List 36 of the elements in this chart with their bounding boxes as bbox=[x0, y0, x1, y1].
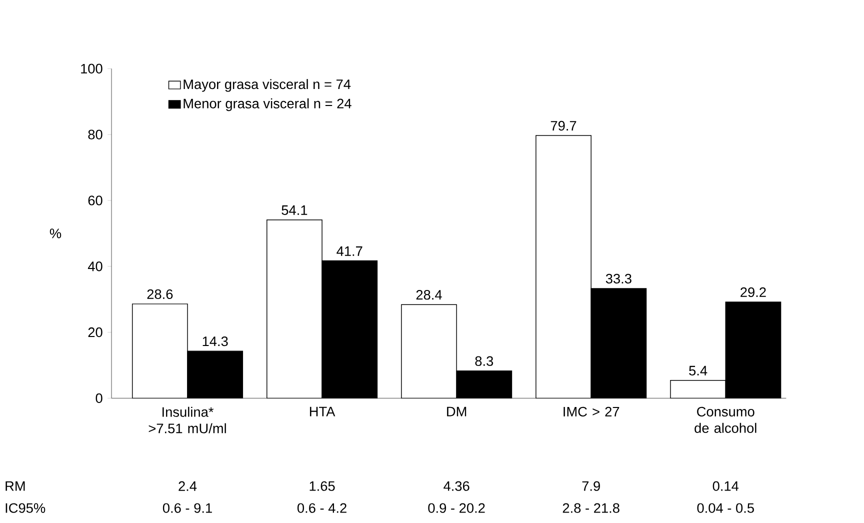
y-tick-label: 80 bbox=[88, 130, 102, 140]
legend-label: Mayor grasa visceral n = 74 bbox=[184, 79, 351, 92]
text: IC95% bbox=[6, 503, 46, 514]
text: 2.8 - 21.8 bbox=[562, 503, 620, 514]
data-label: 5.4 bbox=[689, 366, 708, 376]
y-tick-label: 20 bbox=[88, 328, 102, 338]
text: 0.6 - 9.1 bbox=[162, 503, 212, 514]
data-label: 33.3 bbox=[606, 274, 632, 284]
y-axis-title: % bbox=[50, 228, 62, 238]
data-label: 54.1 bbox=[282, 206, 308, 216]
x-tick-label: Consumo de alcohol bbox=[694, 406, 756, 434]
data-label: 29.2 bbox=[740, 288, 766, 298]
text: 0.6 - 4.2 bbox=[297, 503, 346, 514]
text: 0.14 bbox=[712, 481, 739, 492]
y-tick-label: 100 bbox=[81, 64, 102, 74]
text: 2.4 bbox=[178, 481, 197, 492]
y-tick-label: 0 bbox=[96, 394, 102, 404]
text: 7.9 bbox=[582, 481, 600, 492]
y-tick-label: 60 bbox=[88, 196, 102, 206]
text: 4.36 bbox=[444, 481, 470, 492]
x-tick-label: IMC > 27 bbox=[564, 406, 620, 417]
y-tick-label: 40 bbox=[88, 262, 102, 272]
text: 1.65 bbox=[310, 481, 335, 492]
data-label: 14.3 bbox=[202, 336, 228, 346]
data-label: 41.7 bbox=[336, 246, 362, 256]
text: RM bbox=[6, 482, 25, 491]
data-label: 28.4 bbox=[416, 290, 442, 300]
x-tick-label: HTA bbox=[310, 406, 336, 416]
text: 0.04 - 0.5 bbox=[697, 503, 754, 514]
legend-label: Menor grasa visceral n = 24 bbox=[184, 98, 352, 112]
x-tick-label: Insulina* >7.51 mU/ml bbox=[148, 406, 226, 434]
data-label: 28.6 bbox=[147, 289, 173, 300]
x-tick-label: DM bbox=[447, 406, 466, 416]
data-label: 8.3 bbox=[475, 356, 494, 366]
text: 0.9 - 20.2 bbox=[428, 503, 485, 514]
data-label: 79.7 bbox=[550, 121, 576, 131]
